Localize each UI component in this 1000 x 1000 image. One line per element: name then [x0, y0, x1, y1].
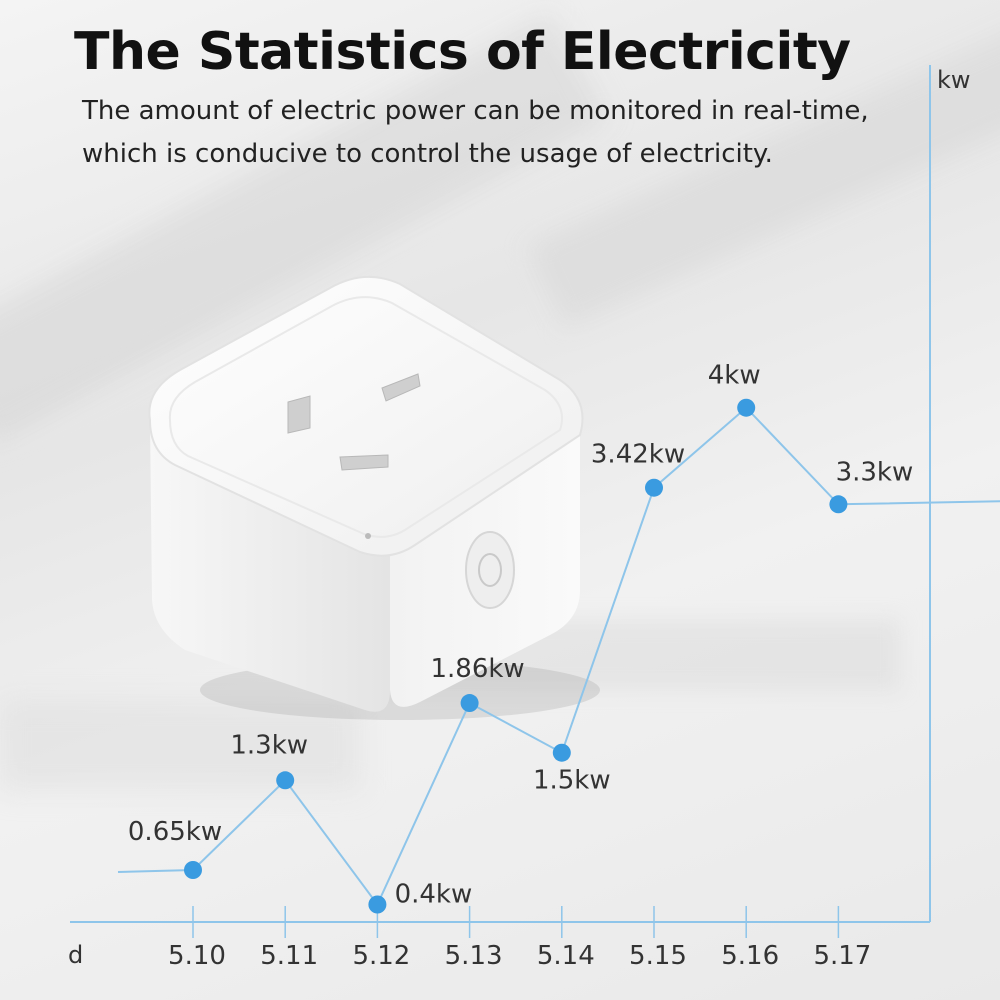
- data-label: 1.86kw: [430, 654, 524, 684]
- x-tick-label: 5.16: [721, 941, 779, 971]
- data-label: 0.65kw: [128, 817, 222, 847]
- data-label: 1.5kw: [533, 766, 611, 796]
- data-point: [184, 861, 202, 879]
- x-tick-label: 5.17: [813, 941, 871, 971]
- series-line: [117, 406, 1000, 907]
- page-title: The Statistics of Electricity: [74, 22, 851, 82]
- data-point: [737, 398, 756, 417]
- data-point: [829, 495, 848, 514]
- data-label: 4kw: [708, 361, 761, 391]
- x-tick-label: 5.13: [445, 941, 503, 971]
- data-label: 3.3kw: [836, 457, 914, 487]
- smart-plug-image: [148, 275, 600, 720]
- data-label: 3.42kw: [591, 440, 685, 470]
- x-axis-label: d: [68, 941, 83, 969]
- data-point: [552, 743, 571, 762]
- subtitle-line: which is conducive to control the usage …: [82, 139, 773, 169]
- data-point: [368, 895, 387, 914]
- x-tick-label: 5.14: [537, 941, 595, 971]
- data-label: 1.3kw: [230, 730, 308, 760]
- data-point: [276, 771, 295, 790]
- page-subtitle: The amount of electric power can be moni…: [82, 90, 932, 176]
- x-tick-label: 5.12: [352, 941, 410, 971]
- x-tick-label: 5.10: [168, 941, 226, 971]
- data-point: [645, 478, 663, 497]
- data-label: 0.4kw: [395, 880, 473, 910]
- data-point: [460, 694, 479, 713]
- y-axis-label: kw: [937, 66, 971, 94]
- chart-axes: kw d: [68, 65, 971, 969]
- x-tick-label: 5.15: [629, 941, 687, 971]
- subtitle-line: The amount of electric power can be moni…: [82, 96, 869, 126]
- x-tick-label: 5.11: [260, 941, 318, 971]
